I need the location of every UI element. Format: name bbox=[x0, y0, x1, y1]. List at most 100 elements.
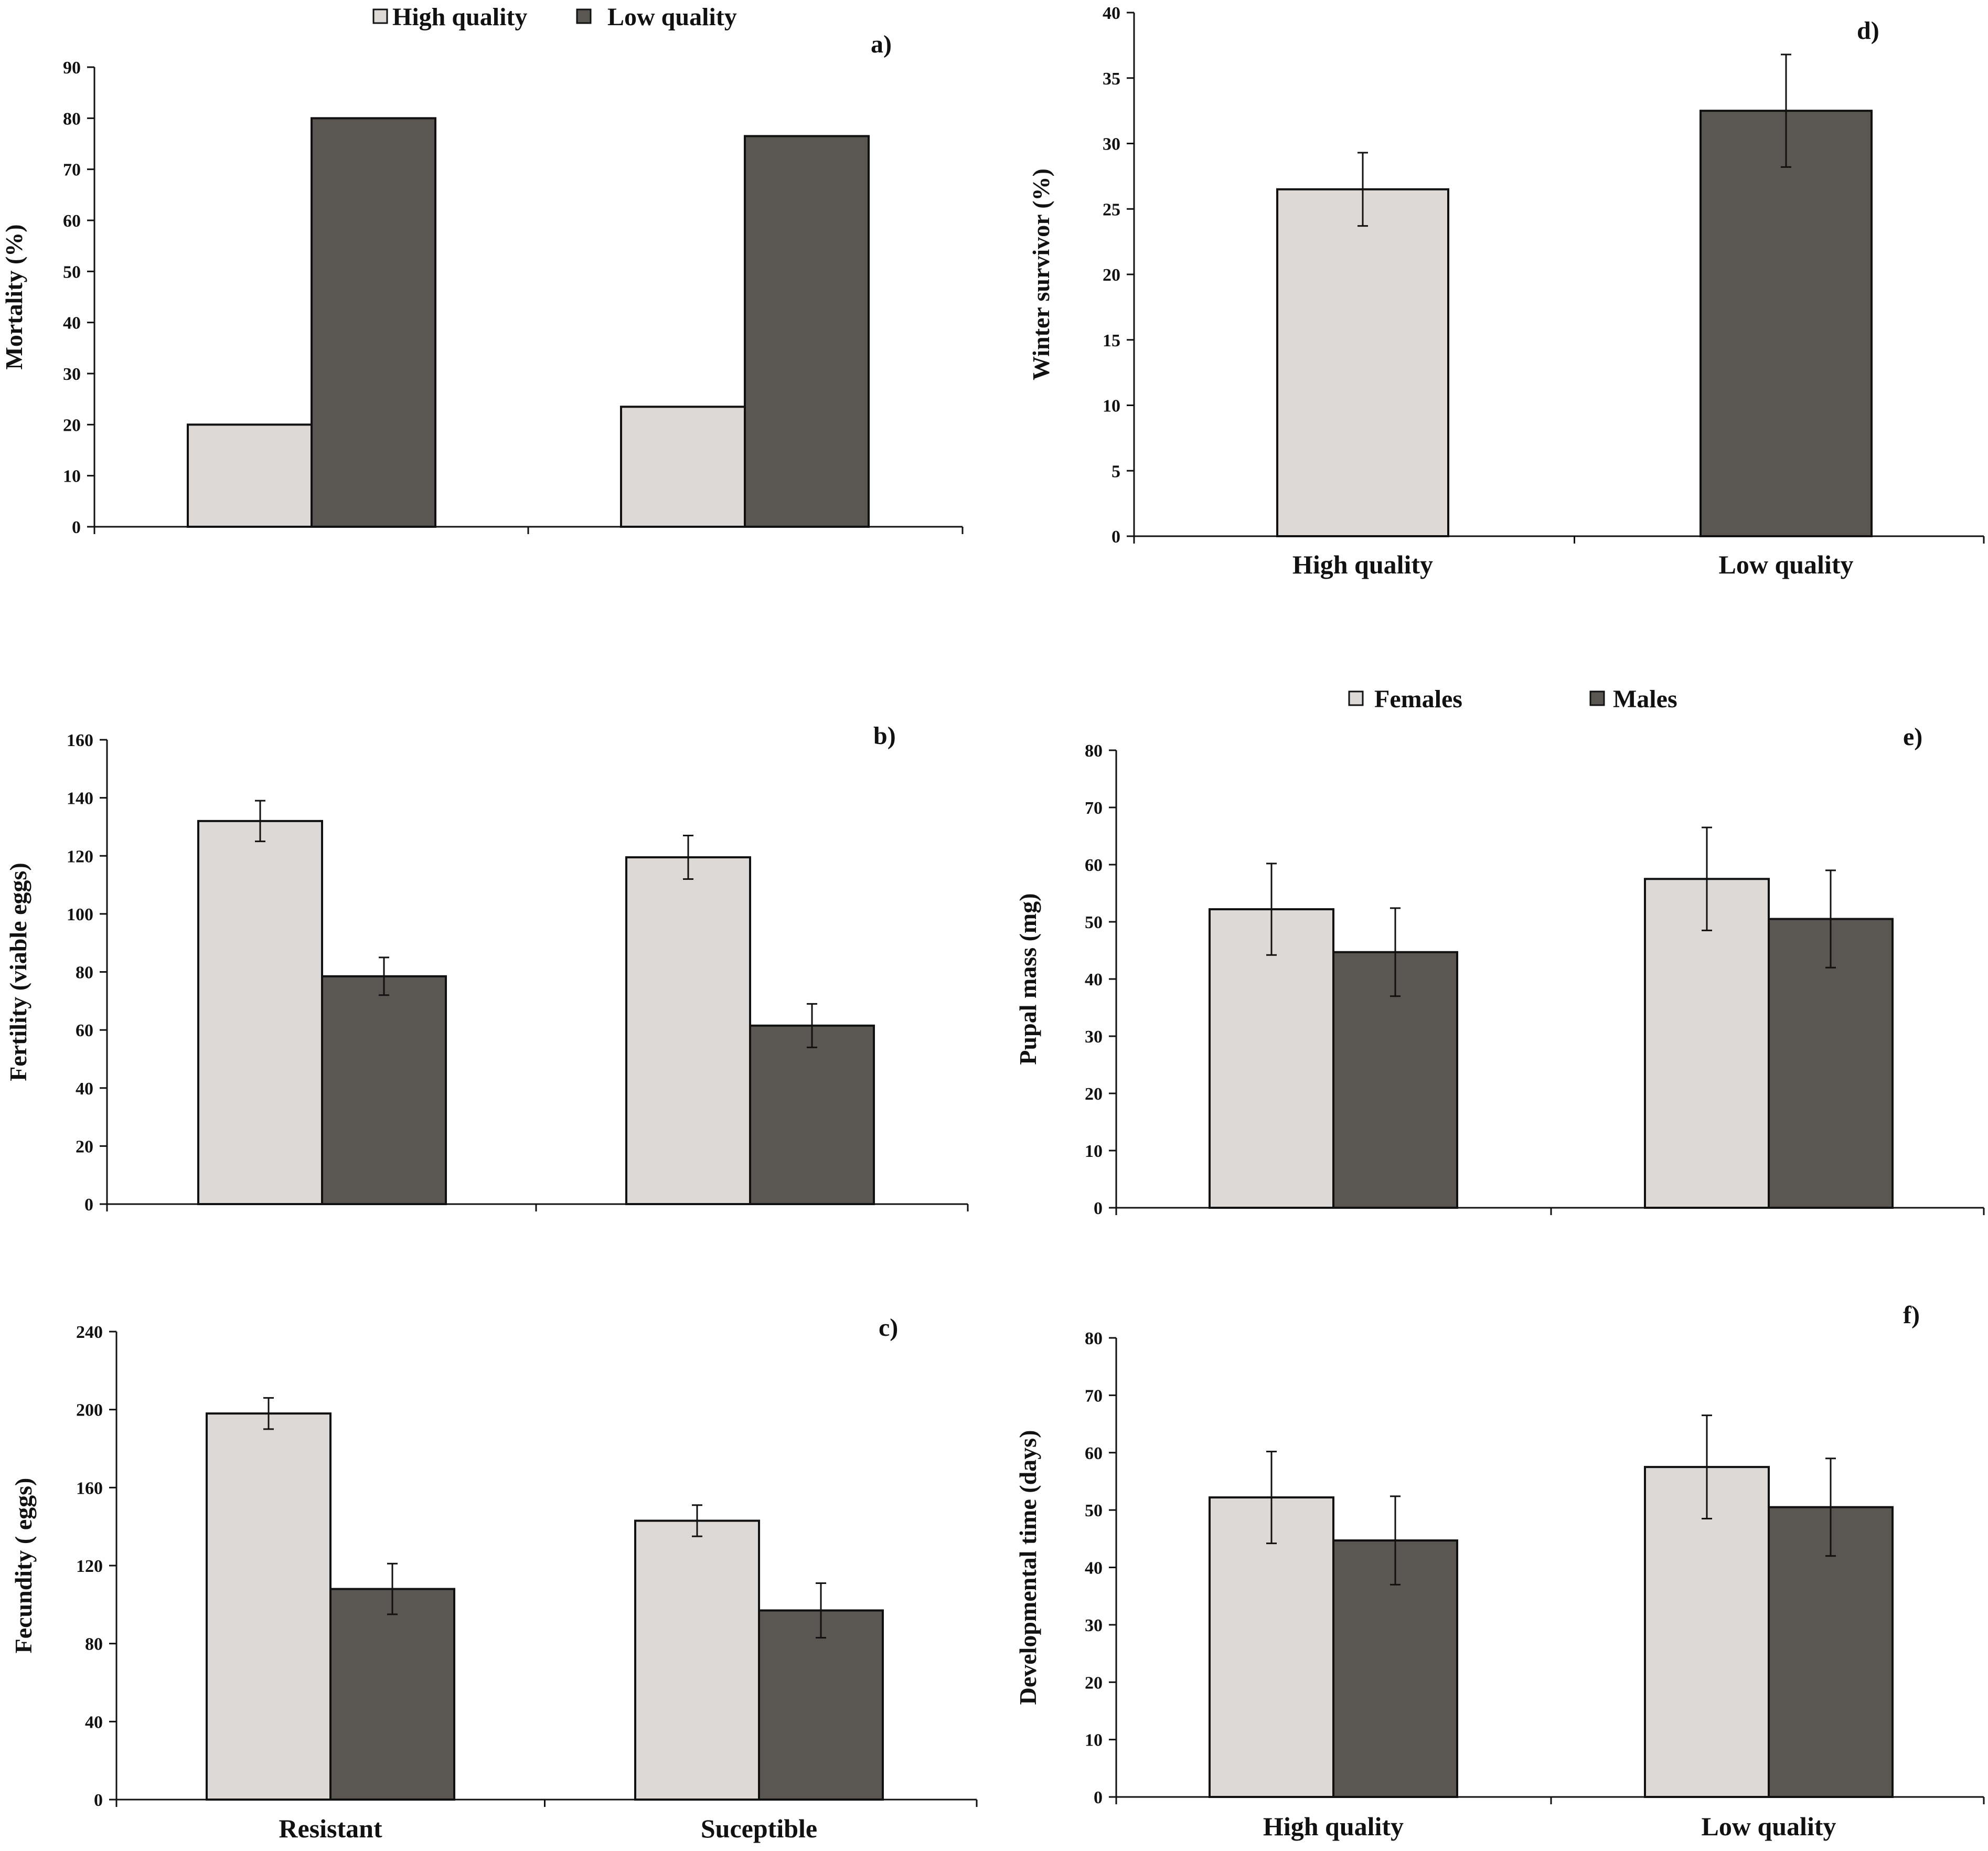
category-label: High quality bbox=[1263, 1812, 1404, 1841]
y-tick-label: 40 bbox=[85, 1712, 103, 1732]
bar-low-quality-1 bbox=[329, 1588, 455, 1801]
panel-b-fertility: 0 20 40 60 80 100 120 140 160 Fertility (viable e… bbox=[5, 722, 969, 1215]
y-tick-label: 160 bbox=[67, 731, 93, 750]
y-tick-label: 10 bbox=[1103, 397, 1120, 416]
y-tick-label: 240 bbox=[76, 1323, 103, 1342]
y-tick-label: 160 bbox=[76, 1478, 103, 1498]
y-tick-label: 40 bbox=[76, 1079, 93, 1099]
legend-swatch-high-quality bbox=[372, 8, 388, 24]
category-label: Low quality bbox=[1718, 550, 1853, 579]
y-tick-label: 60 bbox=[63, 211, 81, 231]
bar-low-quality-2 bbox=[749, 1024, 875, 1205]
y-tick-label: 120 bbox=[67, 847, 93, 866]
y-tick-label: 30 bbox=[1085, 1027, 1103, 1047]
y-tick-label: 50 bbox=[63, 262, 81, 282]
y-axis-label: Winter survivor (%) bbox=[1028, 168, 1054, 380]
y-tick-label: 90 bbox=[63, 58, 81, 78]
y-tick-label: 0 bbox=[1111, 527, 1120, 547]
panel-f-developmental-time: 0 10 20 30 40 50 60 70 80 Developmental time (day… bbox=[1014, 1301, 1985, 1841]
bar-males-1 bbox=[1332, 951, 1458, 1209]
y-tick-label: 0 bbox=[84, 1195, 93, 1215]
y-tick-label: 30 bbox=[1085, 1616, 1103, 1635]
y-tick-label: 40 bbox=[63, 314, 81, 333]
legend-label-high-quality: High quality bbox=[392, 3, 527, 31]
panel-e-pupal-mass: 0 10 20 30 40 50 60 70 80 Pupal mass (mg) e) bbox=[1014, 723, 1985, 1218]
y-tick-label: 35 bbox=[1103, 69, 1120, 89]
category-label: Resistant bbox=[279, 1814, 382, 1843]
panel-label: f) bbox=[1903, 1301, 1920, 1329]
y-tick-label: 30 bbox=[63, 365, 81, 384]
bar-high-quality-1 bbox=[187, 423, 313, 528]
bar-females-1 bbox=[1209, 908, 1334, 1209]
y-axis-label: Developmental time (days) bbox=[1014, 1430, 1041, 1705]
category-label: Suceptible bbox=[701, 1814, 817, 1843]
y-tick-label: 25 bbox=[1103, 200, 1120, 219]
y-tick-label: 40 bbox=[1085, 970, 1103, 990]
bar-winter-survivor-1 bbox=[1276, 188, 1449, 537]
y-tick-label: 80 bbox=[1085, 741, 1103, 761]
y-tick-label: 40 bbox=[1103, 4, 1120, 23]
y-tick-label: 50 bbox=[1085, 913, 1103, 932]
y-tick-label: 50 bbox=[1085, 1501, 1103, 1520]
y-tick-label: 80 bbox=[63, 109, 81, 129]
y-tick-label: 20 bbox=[63, 416, 81, 435]
legend-label-males: Males bbox=[1613, 685, 1677, 713]
panel-label: d) bbox=[1857, 17, 1879, 45]
bar-high-quality-2 bbox=[634, 1519, 760, 1801]
legend-label-low-quality: Low quality bbox=[607, 3, 737, 31]
y-tick-label: 60 bbox=[1085, 1444, 1103, 1463]
y-tick-label: 140 bbox=[67, 789, 93, 809]
category-label: High quality bbox=[1292, 550, 1433, 579]
bar-high-quality-2 bbox=[625, 856, 751, 1205]
y-tick-label: 5 bbox=[1111, 462, 1120, 481]
y-tick-label: 10 bbox=[1085, 1731, 1103, 1750]
y-tick-label: 20 bbox=[1085, 1673, 1103, 1693]
bar-low-quality-2 bbox=[758, 1609, 884, 1801]
y-tick-label: 70 bbox=[1085, 799, 1103, 818]
panel-label: a) bbox=[871, 30, 892, 58]
y-axis-label: Fecundity ( eggs) bbox=[10, 1478, 37, 1654]
y-tick-label: 0 bbox=[72, 518, 81, 537]
legend-label-females: Females bbox=[1374, 685, 1462, 713]
panel-c-fecundity: 0 40 80 120 160 200 240 Fecundity ( eggs) c) Resi… bbox=[10, 1314, 978, 1843]
y-axis-label: Fertility (viable eggs) bbox=[5, 863, 31, 1081]
y-tick-label: 70 bbox=[63, 161, 81, 180]
bar-high-quality-1 bbox=[197, 820, 323, 1205]
bar-low-quality-1 bbox=[321, 975, 447, 1205]
y-tick-label: 200 bbox=[76, 1401, 103, 1420]
panel-label: b) bbox=[873, 722, 896, 750]
legend-swatch-low-quality bbox=[576, 8, 592, 24]
bar-low-quality-1 bbox=[311, 117, 436, 528]
y-tick-label: 10 bbox=[1085, 1142, 1103, 1161]
y-tick-label: 20 bbox=[1103, 265, 1120, 285]
y-tick-label: 0 bbox=[1094, 1788, 1103, 1807]
y-tick-label: 0 bbox=[1094, 1199, 1103, 1218]
legend-swatch-males bbox=[1589, 690, 1605, 706]
panel-label: c) bbox=[879, 1314, 898, 1342]
y-tick-label: 100 bbox=[67, 905, 93, 924]
y-tick-label: 80 bbox=[76, 963, 93, 983]
category-label: Low quality bbox=[1701, 1812, 1836, 1841]
y-tick-label: 20 bbox=[76, 1137, 93, 1156]
y-tick-label: 0 bbox=[94, 1791, 103, 1810]
bar-females-2 bbox=[1644, 878, 1770, 1209]
y-tick-label: 60 bbox=[76, 1021, 93, 1040]
y-tick-label: 15 bbox=[1103, 331, 1120, 350]
bar-females-2 bbox=[1644, 1466, 1770, 1798]
y-tick-label: 40 bbox=[1085, 1559, 1103, 1578]
panel-label: e) bbox=[1903, 723, 1922, 751]
y-tick-label: 120 bbox=[76, 1557, 103, 1576]
y-axis-label: Pupal mass (mg) bbox=[1014, 893, 1041, 1065]
y-tick-label: 70 bbox=[1085, 1386, 1103, 1406]
bar-high-quality-1 bbox=[206, 1412, 332, 1801]
y-axis-label: Mortality (%) bbox=[1, 224, 27, 369]
y-tick-label: 10 bbox=[63, 467, 81, 486]
y-tick-label: 80 bbox=[1085, 1329, 1103, 1348]
bar-winter-survivor-2 bbox=[1700, 110, 1873, 537]
y-tick-label: 80 bbox=[85, 1635, 103, 1654]
y-tick-label: 20 bbox=[1085, 1084, 1103, 1104]
panel-a-mortality: 0 10 20 30 40 50 60 70 80 90 Mortality (%) a) bbox=[1, 30, 964, 537]
legend-quality: High quality Low quality bbox=[372, 3, 737, 31]
legend-swatch-females bbox=[1348, 690, 1364, 706]
